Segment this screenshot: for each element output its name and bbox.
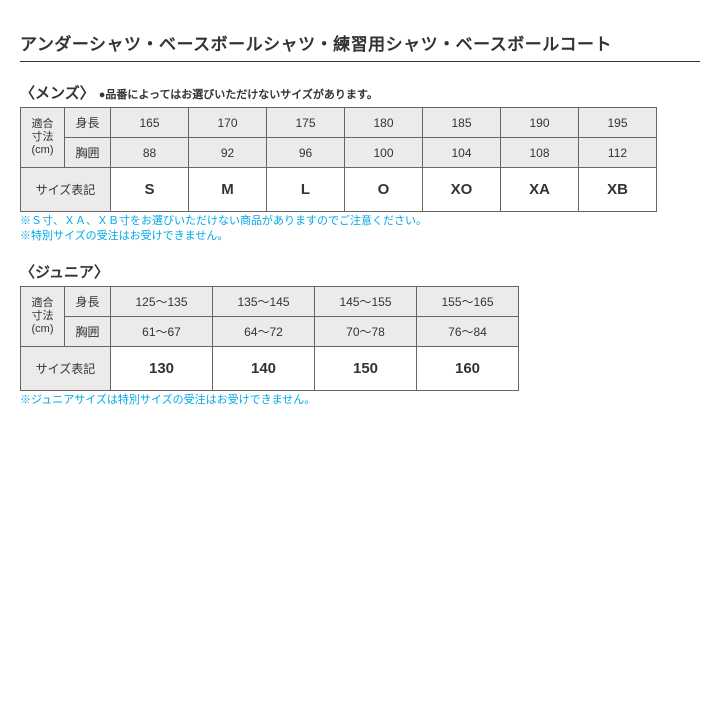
mens-chest-1: 92 — [189, 138, 267, 168]
mens-size-6: XB — [579, 168, 657, 212]
mens-height-2: 175 — [267, 108, 345, 138]
junior-chest-0: 61～67 — [111, 316, 213, 346]
mens-heading-note: ●品番によってはお選びいただけないサイズがあります。 — [99, 89, 378, 101]
mens-size-5: XA — [501, 168, 579, 212]
mens-chest-5: 108 — [501, 138, 579, 168]
mens-fit-label: 適合 寸法 (cm) — [21, 108, 65, 168]
mens-chest-0: 88 — [111, 138, 189, 168]
mens-height-0: 165 — [111, 108, 189, 138]
mens-note-1: ※特別サイズの受注はお受けできません。 — [20, 229, 700, 244]
mens-sizelabel: サイズ表記 — [21, 168, 111, 212]
mens-fit-l3: (cm) — [32, 144, 54, 156]
junior-size-0: 130 — [111, 346, 213, 390]
junior-size-2: 150 — [315, 346, 417, 390]
mens-chest-4: 104 — [423, 138, 501, 168]
junior-note-0: ※ジュニアサイズは特別サイズの受注はお受けできません。 — [20, 393, 700, 408]
junior-height-3: 155～165 — [417, 286, 519, 316]
mens-height-1: 170 — [189, 108, 267, 138]
mens-chest-3: 100 — [345, 138, 423, 168]
mens-heading: 〈メンズ〉 — [20, 85, 95, 102]
mens-table: 適合 寸法 (cm) 身長 165 170 175 180 185 190 19… — [20, 107, 657, 212]
junior-height-1: 135～145 — [213, 286, 315, 316]
junior-fit-l1: 適合 — [32, 297, 54, 309]
mens-height-4: 185 — [423, 108, 501, 138]
junior-chest-1: 64～72 — [213, 316, 315, 346]
mens-size-0: S — [111, 168, 189, 212]
junior-chest-label: 胸囲 — [65, 316, 111, 346]
mens-height-3: 180 — [345, 108, 423, 138]
junior-sizelabel: サイズ表記 — [21, 346, 111, 390]
mens-chest-label: 胸囲 — [65, 138, 111, 168]
mens-chest-6: 112 — [579, 138, 657, 168]
junior-chest-3: 76～84 — [417, 316, 519, 346]
mens-size-2: L — [267, 168, 345, 212]
mens-size-4: XO — [423, 168, 501, 212]
junior-height-2: 145～155 — [315, 286, 417, 316]
junior-heading: 〈ジュニア〉 — [20, 264, 109, 281]
junior-heading-row: 〈ジュニア〉 — [20, 261, 700, 282]
junior-fit-label: 適合 寸法 (cm) — [21, 286, 65, 346]
junior-notes: ※ジュニアサイズは特別サイズの受注はお受けできません。 — [20, 393, 700, 408]
mens-height-5: 190 — [501, 108, 579, 138]
mens-fit-l2: 寸法 — [32, 131, 54, 143]
junior-table: 適合 寸法 (cm) 身長 125～135 135～145 145～155 15… — [20, 286, 519, 391]
mens-fit-l1: 適合 — [32, 118, 54, 130]
mens-note-0: ※Ｓ寸、ＸＡ、ＸＢ寸をお選びいただけない商品がありますのでご注意ください。 — [20, 214, 700, 229]
junior-height-0: 125～135 — [111, 286, 213, 316]
junior-size-3: 160 — [417, 346, 519, 390]
mens-size-1: M — [189, 168, 267, 212]
mens-heading-row: 〈メンズ〉 ●品番によってはお選びいただけないサイズがあります。 — [20, 82, 700, 103]
mens-height-6: 195 — [579, 108, 657, 138]
mens-chest-2: 96 — [267, 138, 345, 168]
page-title: アンダーシャツ・ベースボールシャツ・練習用シャツ・ベースボールコート — [20, 20, 700, 62]
mens-notes: ※Ｓ寸、ＸＡ、ＸＢ寸をお選びいただけない商品がありますのでご注意ください。 ※特… — [20, 214, 700, 245]
junior-size-1: 140 — [213, 346, 315, 390]
junior-height-label: 身長 — [65, 286, 111, 316]
junior-chest-2: 70～78 — [315, 316, 417, 346]
mens-size-3: O — [345, 168, 423, 212]
mens-height-label: 身長 — [65, 108, 111, 138]
junior-fit-l2: 寸法 — [32, 310, 54, 322]
junior-fit-l3: (cm) — [32, 323, 54, 335]
